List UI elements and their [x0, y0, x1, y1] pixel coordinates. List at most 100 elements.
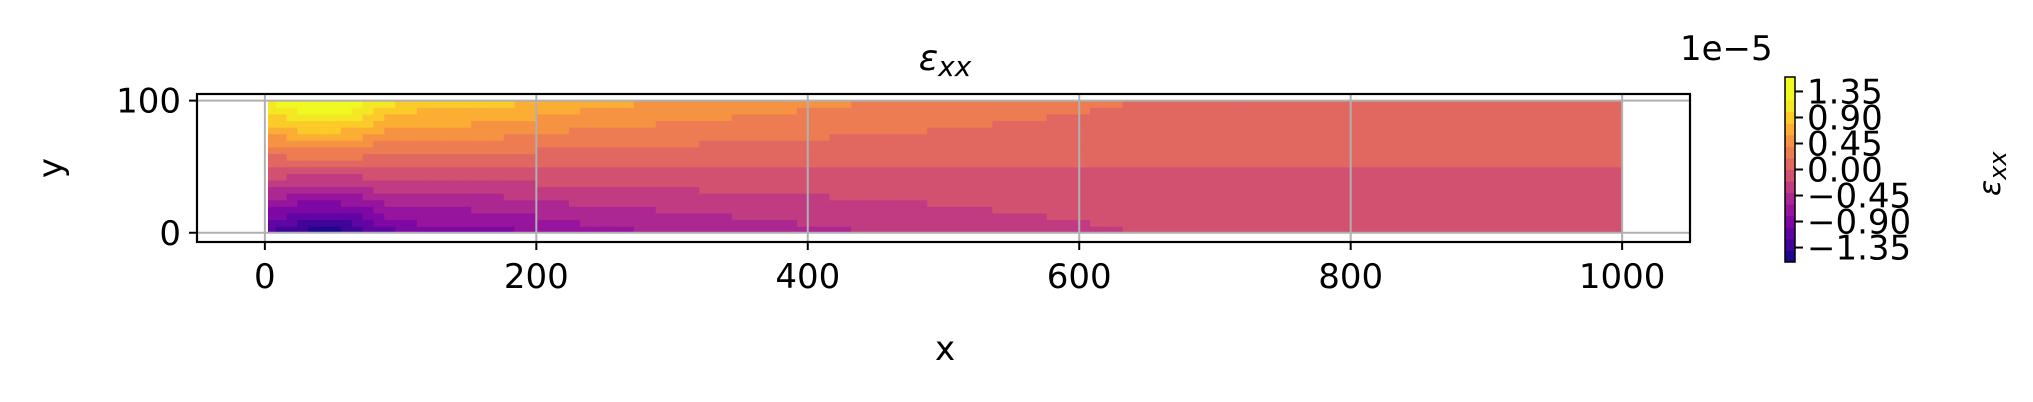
field-cell — [948, 107, 961, 115]
field-cell — [1111, 140, 1124, 148]
field-cell — [1556, 199, 1569, 207]
field-cell — [1242, 140, 1254, 148]
field-cell — [416, 101, 429, 108]
field-cell — [1567, 101, 1580, 108]
field-cell — [905, 206, 917, 214]
field-cell — [1567, 113, 1580, 122]
field-cell — [786, 193, 798, 201]
field-cell — [970, 153, 983, 161]
field-cell — [1328, 133, 1341, 141]
field-cell — [1318, 186, 1330, 194]
field-cell — [1448, 179, 1460, 188]
field-cell — [416, 140, 429, 148]
field-cell — [1339, 107, 1352, 115]
field-cell — [536, 101, 548, 108]
field-cell — [623, 113, 635, 122]
field-cell — [1133, 199, 1145, 207]
field-cell — [927, 140, 939, 148]
field-cell — [1285, 101, 1297, 108]
field-cell — [362, 113, 375, 122]
field-cell — [373, 199, 385, 207]
field-cell — [601, 199, 613, 207]
field-cell — [1339, 179, 1352, 188]
field-cell — [590, 120, 603, 128]
field-cell — [1361, 166, 1373, 174]
field-cell — [840, 160, 852, 168]
field-cell — [1296, 179, 1308, 188]
field-cell — [1220, 107, 1232, 115]
field-cell — [1459, 107, 1471, 115]
field-cell — [699, 146, 711, 155]
field-cell — [1111, 113, 1124, 122]
field-cell — [894, 153, 907, 161]
field-cell — [1274, 140, 1287, 148]
field-cell — [1502, 140, 1515, 148]
field-cell — [268, 199, 277, 207]
field-cell — [1361, 186, 1373, 194]
field-cell — [731, 219, 744, 227]
field-cell — [427, 140, 440, 148]
field-cell — [1600, 101, 1612, 108]
field-cell — [1263, 199, 1276, 207]
field-cell — [286, 107, 299, 115]
field-cell — [720, 219, 733, 227]
field-cell — [1578, 113, 1591, 122]
field-cell — [1046, 107, 1059, 115]
field-cell — [720, 226, 733, 234]
field-cell — [1111, 133, 1124, 141]
field-cell — [666, 179, 679, 188]
field-cell — [1502, 173, 1515, 181]
field-cell — [1176, 212, 1189, 221]
field-cell — [1090, 212, 1102, 221]
field-cell — [558, 101, 570, 108]
field-cell — [330, 219, 342, 227]
field-cell — [482, 206, 494, 214]
field-cell — [362, 146, 375, 155]
field-cell — [525, 173, 537, 181]
field-cell — [1274, 101, 1287, 108]
field-cell — [1166, 101, 1178, 108]
field-cell — [1328, 219, 1341, 227]
field-cell — [731, 101, 744, 108]
field-cell — [916, 101, 928, 108]
field-cell — [948, 120, 961, 128]
field-cell — [840, 199, 852, 207]
field-cell — [438, 166, 451, 174]
field-cell — [894, 219, 907, 227]
field-cell — [514, 219, 527, 227]
field-cell — [1166, 212, 1178, 221]
field-cell — [1187, 120, 1200, 128]
field-cell — [384, 140, 396, 148]
field-cell — [590, 226, 603, 234]
colorbar-band — [1785, 215, 1795, 228]
field-cell — [872, 219, 885, 227]
field-cell — [851, 160, 863, 168]
field-cell — [275, 133, 288, 141]
field-cell — [894, 113, 907, 122]
field-cell — [384, 226, 396, 234]
field-cell — [851, 206, 863, 214]
field-cell — [330, 107, 342, 115]
field-cell — [1415, 166, 1428, 174]
field-cell — [1600, 140, 1612, 148]
field-cell — [1100, 186, 1113, 194]
field-cell — [308, 101, 320, 108]
field-cell — [268, 120, 277, 128]
field-cell — [1220, 166, 1232, 174]
field-cell — [268, 179, 277, 188]
field-cell — [492, 206, 505, 214]
field-cell — [308, 166, 320, 174]
field-cell — [764, 179, 776, 188]
field-cell — [601, 173, 613, 181]
field-cell — [1133, 146, 1145, 155]
field-cell — [688, 199, 700, 207]
field-cell — [840, 113, 852, 122]
field-cell — [948, 179, 961, 188]
field-cell — [492, 146, 505, 155]
field-cell — [1209, 113, 1221, 122]
field-cell — [1578, 199, 1591, 207]
field-cell — [894, 120, 907, 128]
field-cell — [268, 160, 277, 168]
field-cell — [1252, 160, 1265, 168]
field-cell — [1274, 153, 1287, 161]
